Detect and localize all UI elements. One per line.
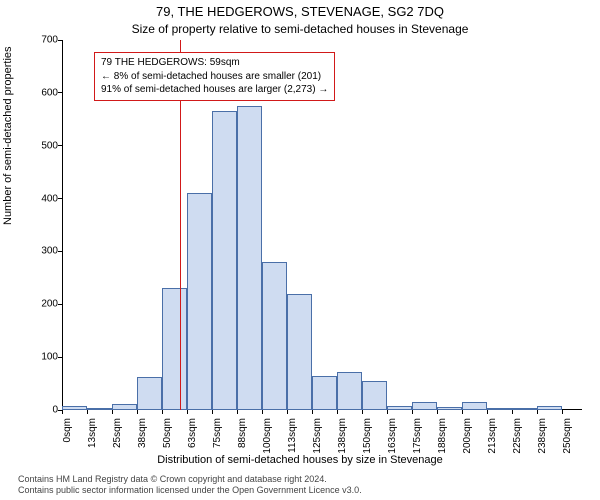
y-tick-label: 200 (41, 299, 58, 310)
histogram-bar (187, 193, 212, 410)
x-tick (562, 410, 563, 414)
x-tick (312, 410, 313, 414)
x-tick-label: 250sqm (562, 418, 573, 458)
x-tick (412, 410, 413, 414)
histogram-bar (312, 376, 337, 410)
chart-container: 79, THE HEDGEROWS, STEVENAGE, SG2 7DQ Si… (0, 0, 600, 500)
histogram-bar (212, 111, 237, 410)
x-tick (362, 410, 363, 414)
x-tick-label: 213sqm (487, 418, 498, 458)
x-tick-label: 25sqm (112, 418, 123, 458)
x-tick-label: 125sqm (312, 418, 323, 458)
y-tick (58, 145, 62, 146)
y-tick-label: 100 (41, 352, 58, 363)
chart-title-line1: 79, THE HEDGEROWS, STEVENAGE, SG2 7DQ (0, 4, 600, 19)
histogram-bar (262, 262, 287, 410)
x-tick-label: 138sqm (337, 418, 348, 458)
histogram-bar (112, 404, 137, 410)
x-tick (537, 410, 538, 414)
histogram-bar (487, 408, 512, 410)
y-tick (58, 304, 62, 305)
x-tick (462, 410, 463, 414)
x-tick-label: 13sqm (87, 418, 98, 458)
x-tick (437, 410, 438, 414)
y-axis-label: Number of semi-detached properties (2, 46, 14, 225)
histogram-bar (137, 377, 162, 410)
x-tick (512, 410, 513, 414)
x-tick-label: 63sqm (187, 418, 198, 458)
x-tick (237, 410, 238, 414)
histogram-bar (412, 402, 437, 410)
histogram-bar (62, 406, 87, 410)
y-tick-label: 400 (41, 193, 58, 204)
chart-title-line2: Size of property relative to semi-detach… (0, 22, 600, 36)
x-tick-label: 200sqm (462, 418, 473, 458)
x-tick-label: 0sqm (62, 418, 73, 458)
histogram-bar (387, 406, 412, 410)
x-tick-label: 88sqm (237, 418, 248, 458)
histogram-bar (362, 381, 387, 410)
x-tick-label: 175sqm (412, 418, 423, 458)
y-tick-label: 500 (41, 140, 58, 151)
histogram-bar (512, 408, 537, 410)
footer-line2: Contains public sector information licen… (18, 485, 362, 496)
histogram-bar (337, 372, 362, 410)
x-tick (487, 410, 488, 414)
x-tick (287, 410, 288, 414)
x-tick-label: 38sqm (137, 418, 148, 458)
histogram-bar (462, 402, 487, 410)
y-tick (58, 40, 62, 41)
x-tick-label: 238sqm (537, 418, 548, 458)
x-tick-label: 50sqm (162, 418, 173, 458)
y-tick-label: 0 (52, 405, 58, 416)
histogram-bar (537, 406, 562, 410)
x-tick-label: 188sqm (437, 418, 448, 458)
y-axis-line (62, 40, 63, 410)
histogram-bar (87, 408, 112, 410)
histogram-bar (162, 288, 187, 410)
y-tick (58, 92, 62, 93)
footer-line1: Contains HM Land Registry data © Crown c… (18, 474, 362, 485)
x-tick (262, 410, 263, 414)
histogram-bar (437, 407, 462, 410)
x-tick-label: 163sqm (387, 418, 398, 458)
x-tick-label: 225sqm (512, 418, 523, 458)
histogram-bar (237, 106, 262, 410)
x-tick (137, 410, 138, 414)
x-tick (62, 410, 63, 414)
x-tick-label: 150sqm (362, 418, 373, 458)
annotation-line: 79 THE HEDGEROWS: 59sqm (101, 56, 328, 70)
x-tick (387, 410, 388, 414)
footer-attribution: Contains HM Land Registry data © Crown c… (18, 474, 362, 497)
x-tick (212, 410, 213, 414)
x-tick (112, 410, 113, 414)
annotation-line: 91% of semi-detached houses are larger (… (101, 83, 328, 97)
annotation-line: ← 8% of semi-detached houses are smaller… (101, 70, 328, 84)
annotation-box: 79 THE HEDGEROWS: 59sqm← 8% of semi-deta… (94, 52, 335, 101)
x-tick-label: 100sqm (262, 418, 273, 458)
x-tick (162, 410, 163, 414)
x-tick-label: 113sqm (287, 418, 298, 458)
x-tick (87, 410, 88, 414)
histogram-bar (287, 294, 312, 410)
plot-area: 79 THE HEDGEROWS: 59sqm← 8% of semi-deta… (62, 40, 582, 410)
y-tick (58, 198, 62, 199)
x-tick (337, 410, 338, 414)
y-tick (58, 251, 62, 252)
x-tick (187, 410, 188, 414)
y-tick-label: 600 (41, 87, 58, 98)
y-tick-label: 700 (41, 35, 58, 46)
x-tick-label: 75sqm (212, 418, 223, 458)
y-tick (58, 357, 62, 358)
y-tick-label: 300 (41, 246, 58, 257)
